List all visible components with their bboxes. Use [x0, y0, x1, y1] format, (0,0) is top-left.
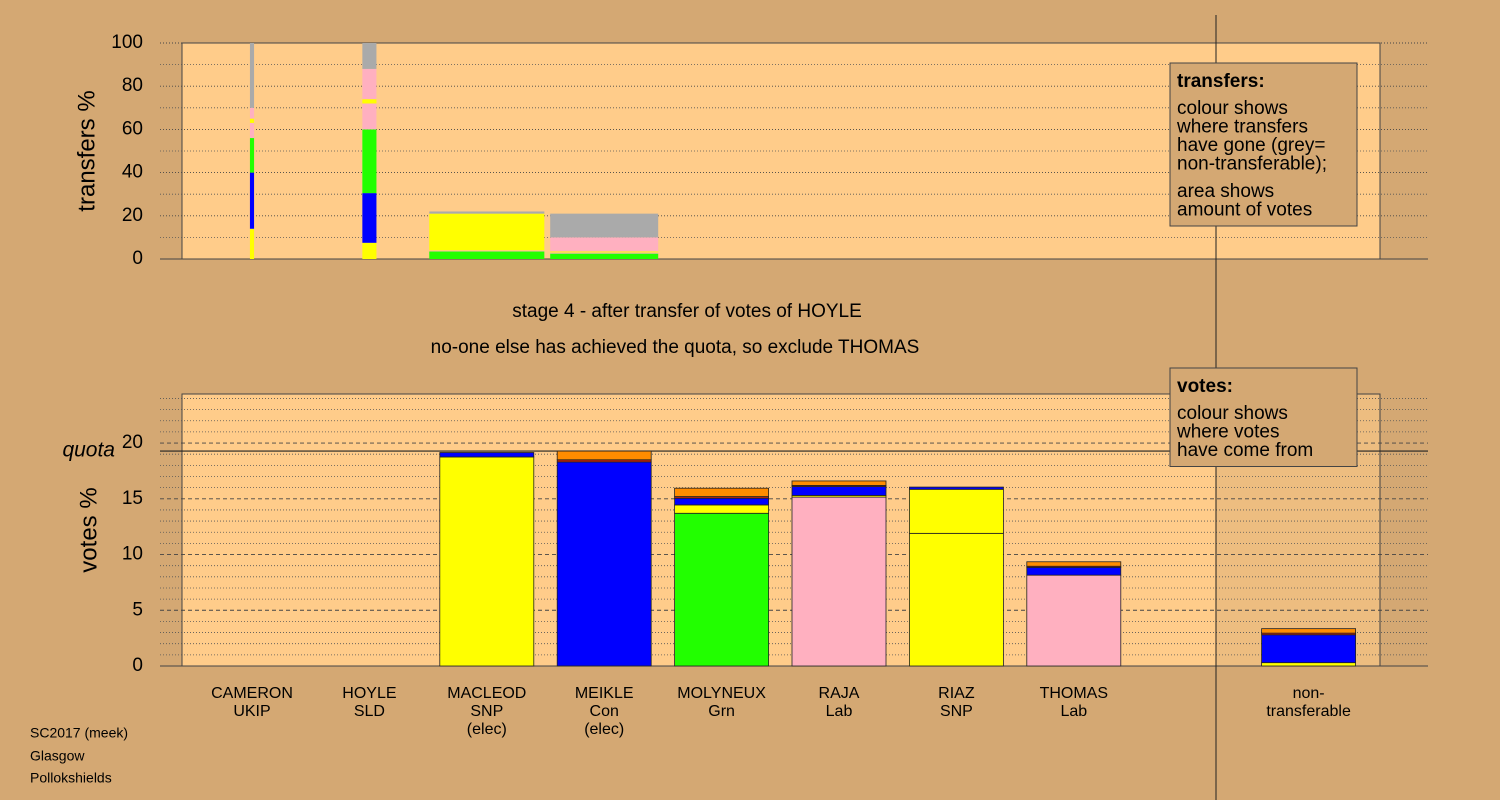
y-tick-label: 40: [122, 162, 143, 183]
x-tick-label: MACLEOD: [447, 685, 526, 702]
bar-segment: [674, 487, 769, 497]
bar-segment: [249, 122, 255, 139]
bar-segment: [1261, 634, 1356, 664]
y-tick-label: 20: [122, 432, 143, 453]
footer-text: Glasgow: [30, 748, 85, 764]
bar-segment: [909, 488, 1004, 534]
legend-box: [1169, 367, 1358, 467]
legend-text: where votes: [1176, 422, 1279, 443]
bar-segment: [249, 228, 255, 259]
bar-segment: [249, 43, 255, 108]
y-tick-label: 0: [132, 248, 143, 269]
bar-segment: [249, 107, 255, 119]
legend-text: area shows: [1177, 181, 1274, 202]
bar-segment: [1026, 561, 1122, 567]
bar-segment: [674, 504, 769, 514]
x-tick-label: non-: [1293, 685, 1325, 702]
bar-segment: [362, 129, 377, 194]
legend-text: where transfers: [1176, 117, 1308, 138]
y-tick-label: 10: [122, 544, 143, 565]
x-tick-label: (elec): [467, 721, 507, 738]
bar-segment: [550, 213, 659, 238]
bar-segment: [674, 497, 769, 506]
bar-segment: [550, 253, 659, 259]
x-tick-label: SNP: [470, 703, 503, 720]
legend-text: have gone (grey=: [1177, 135, 1325, 156]
footer-text: Pollokshields: [30, 770, 112, 786]
bar-segment: [909, 532, 1004, 667]
bar-segment: [249, 138, 255, 173]
bar-segment: [362, 103, 377, 130]
y-tick-label: 0: [132, 655, 143, 676]
x-tick-label: THOMAS: [1040, 685, 1108, 702]
x-tick-label: transferable: [1266, 703, 1351, 720]
bar-segment: [362, 99, 377, 104]
legend-text: amount of votes: [1177, 200, 1312, 221]
bar-segment: [909, 486, 1004, 490]
legend-text: non-transferable);: [1177, 154, 1327, 175]
bar-segment: [429, 251, 545, 259]
x-tick-label: UKIP: [233, 703, 270, 720]
bar-segment: [1261, 662, 1356, 667]
y-axis-title: votes %: [75, 487, 102, 572]
x-tick-label: MOLYNEUX: [677, 685, 766, 702]
x-tick-label: HOYLE: [342, 685, 396, 702]
y-axis-title: transfers %: [73, 90, 100, 211]
y-tick-label: 5: [132, 599, 143, 620]
y-tick-label: 60: [122, 118, 143, 139]
x-tick-label: (elec): [584, 721, 624, 738]
bar-segment: [362, 43, 377, 69]
legend-text: colour shows: [1177, 403, 1288, 424]
bar-segment: [362, 242, 377, 259]
x-tick-label: SNP: [940, 703, 973, 720]
legend-text: colour shows: [1177, 98, 1288, 119]
x-tick-label: Lab: [1060, 703, 1087, 720]
x-tick-label: CAMERON: [211, 685, 293, 702]
bar-segment: [1026, 574, 1122, 667]
x-tick-label: RIAZ: [938, 685, 975, 702]
bar-segment: [791, 496, 887, 667]
bar-segment: [249, 172, 255, 229]
y-tick-label: 80: [122, 75, 143, 96]
bar-segment: [791, 480, 887, 486]
footer-text: SC2017 (meek): [30, 725, 128, 741]
bar-segment: [791, 486, 887, 496]
bar-segment: [429, 211, 545, 214]
y-tick-label: 15: [122, 488, 143, 509]
x-tick-label: Con: [590, 703, 619, 720]
stage-title: stage 4 - after transfer of votes of HOY…: [512, 301, 862, 322]
bar-segment: [1026, 566, 1122, 576]
legend-title: votes:: [1177, 376, 1233, 397]
x-tick-label: SLD: [354, 703, 385, 720]
bar-segment: [362, 68, 377, 100]
y-tick-label: 100: [111, 32, 143, 53]
x-tick-label: Lab: [826, 703, 853, 720]
quota-label: quota: [62, 439, 115, 462]
bar-segment: [550, 251, 659, 253]
bar-segment: [674, 512, 769, 667]
bar-segment: [550, 252, 659, 254]
bar-segment: [249, 118, 255, 123]
bar-segment: [362, 193, 377, 243]
bar-segment: [429, 213, 545, 251]
legend-title: transfers:: [1177, 71, 1265, 92]
bar-segment: [550, 237, 659, 252]
bar-segment: [439, 456, 535, 667]
stage-subtitle: no-one else has achieved the quota, so e…: [431, 337, 920, 358]
x-tick-label: MEIKLE: [575, 685, 634, 702]
x-tick-label: Grn: [708, 703, 735, 720]
bar-segment: [439, 452, 535, 458]
x-tick-label: RAJA: [819, 685, 860, 702]
legend-text: have come from: [1177, 440, 1313, 461]
bar-segment: [556, 461, 652, 667]
y-tick-label: 20: [122, 205, 143, 226]
legend-box: [1169, 62, 1358, 227]
bar-segment: [429, 250, 545, 252]
bar-segment: [1261, 628, 1356, 634]
bar-segment: [556, 450, 652, 461]
